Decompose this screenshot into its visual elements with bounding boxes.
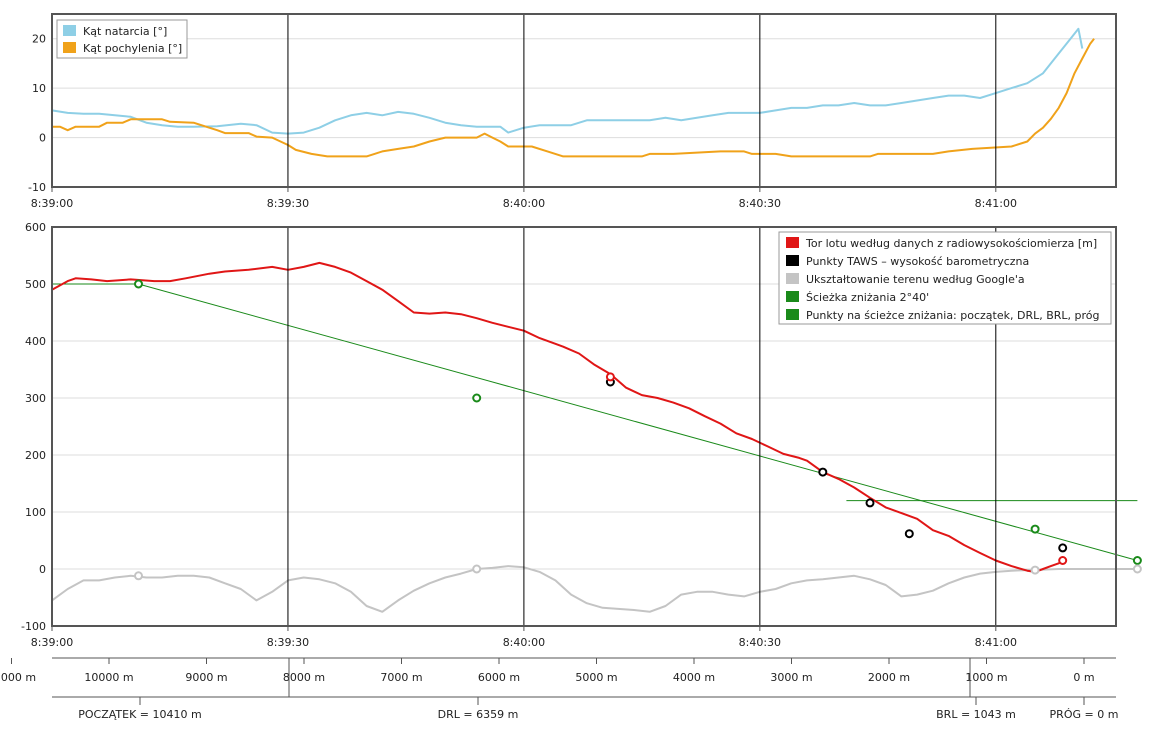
glide-path-point: [1030, 524, 1040, 534]
y-tick-label: 100: [25, 506, 46, 519]
distance-axis-ticks: 11000 m 10000 m 9000 m 8000 m 7000 m 6000 m 50…: [0, 658, 1095, 697]
bottom-legend-box: [778, 231, 1112, 325]
taws-point: [818, 467, 828, 477]
glide-path-point: [1132, 556, 1142, 565]
distance-tick-label: 6000 m: [478, 671, 520, 684]
glide-path-point: [472, 393, 482, 403]
y-tick-label: 400: [25, 335, 46, 348]
bottom-chart-series: [51, 261, 1138, 613]
y-tick-label: 200: [25, 449, 46, 462]
legend-swatch-terrain: [786, 273, 799, 284]
x-tick-label: 8:39:00: [31, 636, 73, 649]
bottom-chart-frame: [51, 226, 1117, 627]
x-tick-label: 8:41:00: [975, 636, 1017, 649]
distance-tick-label: 11000 m: [0, 671, 36, 684]
series-line-radio-track: [51, 261, 1064, 573]
distance-tick-label: 7000 m: [380, 671, 422, 684]
legend-label-glide-points: Punkty na ścieżce zniżania: początek, DR…: [806, 309, 1100, 322]
top-chart-y-ticks: 20 10 0 -10: [28, 33, 46, 194]
legend-label-radio-track: Tor lotu według danych z radiowysokościo…: [805, 237, 1097, 250]
series-line-pitch-angle: [52, 38, 1095, 158]
y-tick-label: 0: [39, 563, 46, 576]
y-tick-label: -100: [21, 620, 46, 633]
bottom-chart-x-ticks: 8:39:00 8:39:30 8:40:00 8:40:30 8:41:00: [31, 626, 1017, 649]
x-tick-label: 8:39:30: [267, 636, 309, 649]
top-legend-box: [56, 19, 188, 59]
legend-label-angle-of-attack: Kąt natarcia [°]: [83, 25, 167, 38]
x-tick-label: 8:40:30: [739, 636, 781, 649]
y-tick-label: 600: [25, 221, 46, 234]
bottom-chart-legend: Tor lotu według danych z radiowysokościo…: [778, 231, 1112, 325]
legend-swatch-radio-track: [786, 237, 799, 248]
distance-tick-label: 5000 m: [575, 671, 617, 684]
top-chart-grid: [52, 38, 1116, 139]
x-tick-label: 8:39:00: [31, 197, 73, 210]
distance-tick-label: 0 m: [1073, 671, 1094, 684]
legend-label-pitch-angle: Kąt pochylenia [°]: [83, 42, 182, 55]
terrain-point: [1132, 564, 1142, 574]
y-tick-label: 0: [39, 132, 46, 145]
top-chart-x-ticks: 8:39:00 8:39:30 8:40:00 8:40:30 8:41:00: [31, 187, 1017, 210]
taws-point: [904, 529, 914, 539]
marker-label-start: POCZĄTEK = 10410 m: [78, 708, 201, 721]
y-tick-label: 20: [32, 33, 46, 46]
distance-axis: 11000 m 10000 m 9000 m 8000 m 7000 m 6000 m 50…: [0, 657, 1119, 721]
bottom-chart-grid: [52, 283, 1116, 570]
distance-tick-label: 4000 m: [673, 671, 715, 684]
legend-swatch-angle-of-attack: [63, 25, 76, 36]
top-chart-legend: Kąt natarcia [°] Kąt pochylenia [°]: [56, 19, 188, 59]
legend-swatch-pitch-angle: [63, 42, 76, 53]
terrain-point: [134, 571, 143, 581]
distance-tick-label: 9000 m: [185, 671, 227, 684]
marker-label-threshold: PRÓG = 0 m: [1050, 708, 1119, 721]
y-tick-label: 10: [32, 82, 46, 95]
legend-label-terrain: Ukształtowanie terenu według Google'a: [806, 273, 1025, 286]
taws-point: [865, 498, 875, 508]
radio-track-point: [1058, 556, 1068, 565]
distance-tick-label: 1000 m: [965, 671, 1007, 684]
legend-swatch-glide-points: [786, 309, 799, 320]
top-chart-frame: [51, 13, 1117, 188]
x-tick-label: 8:40:00: [503, 636, 545, 649]
legend-swatch-taws: [786, 255, 799, 266]
bottom-chart-y-ticks: 600 500 400 300 200 100 0 -100: [21, 221, 46, 633]
distance-tick-label: 3000 m: [770, 671, 812, 684]
distance-tick-label: 10000 m: [84, 671, 133, 684]
legend-label-taws: Punkty TAWS – wysokość barometryczna: [806, 255, 1029, 268]
top-chart-series: [51, 27, 1095, 158]
y-tick-label: -10: [28, 181, 46, 194]
glide-path-point: [134, 279, 143, 289]
x-tick-label: 8:40:30: [739, 197, 781, 210]
terrain-point: [472, 564, 482, 574]
top-chart-time-lines: [287, 14, 997, 187]
marker-label-drl: DRL = 6359 m: [438, 708, 519, 721]
terrain-point: [1030, 565, 1040, 575]
marker-label-brl: BRL = 1043 m: [936, 708, 1016, 721]
bottom-chart-points: [134, 279, 1142, 581]
legend-label-glide-path: Ścieżka zniżania 2°40': [806, 291, 929, 304]
taws-point: [1058, 543, 1068, 553]
y-tick-label: 300: [25, 392, 46, 405]
legend-swatch-glide-path: [786, 291, 799, 302]
y-tick-label: 500: [25, 278, 46, 291]
series-line-glide-path: [52, 283, 1138, 561]
distance-tick-label: 8000 m: [283, 671, 325, 684]
series-line-angle-of-attack: [51, 27, 1084, 135]
series-line-terrain: [51, 565, 1138, 613]
x-tick-label: 8:40:00: [503, 197, 545, 210]
radio-track-point: [605, 372, 615, 382]
x-tick-label: 8:41:00: [975, 197, 1017, 210]
x-tick-label: 8:39:30: [267, 197, 309, 210]
distance-tick-label: 2000 m: [868, 671, 910, 684]
